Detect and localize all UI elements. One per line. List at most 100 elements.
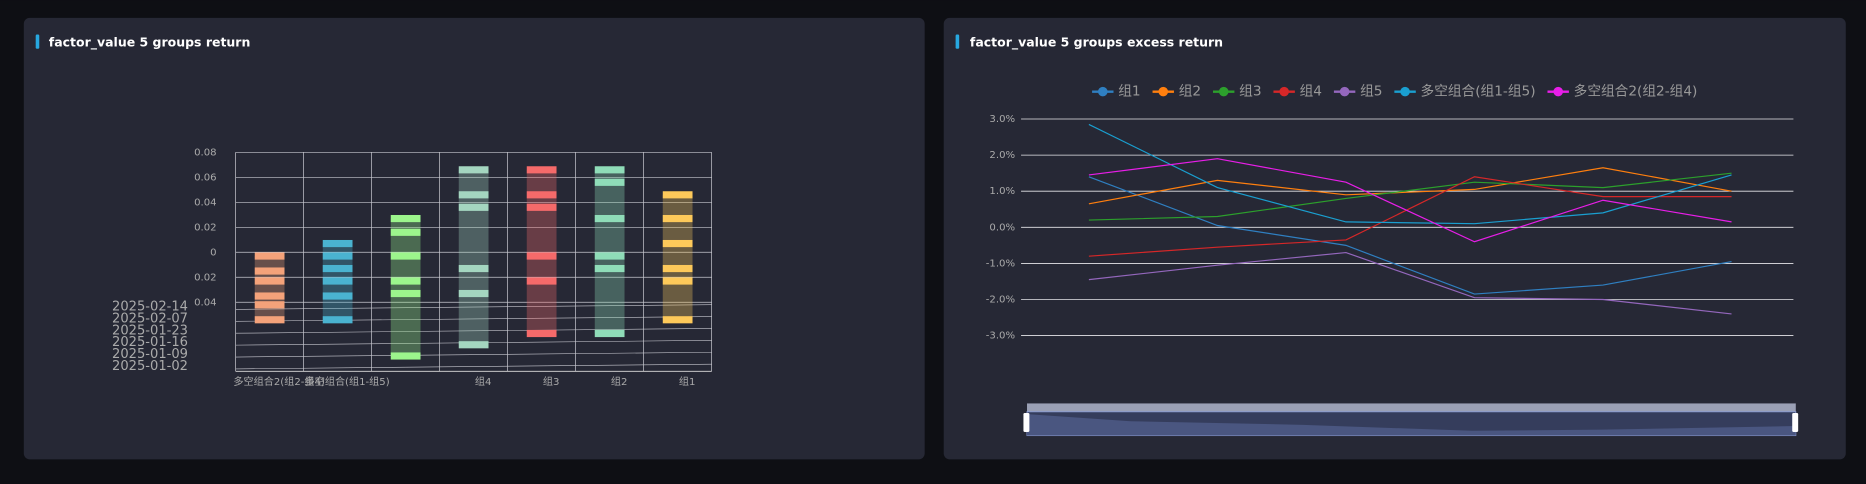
legend-item[interactable]: 组4 [1273,84,1322,100]
data-zoom[interactable] [1023,403,1799,437]
depth-tick-label: 2025-01-09 [112,347,188,362]
bar-slice [526,329,557,338]
legend-marker [1553,86,1563,97]
bar-slice [254,292,285,300]
bar-slice [458,264,489,273]
legend-marker [1158,86,1169,97]
bar-slice [458,191,489,199]
x-tick-label: 组4 [475,375,492,388]
x-tick-label: 组1 [679,375,696,388]
bar-slice [322,239,353,248]
depth-tick-label: 2025-02-07 [112,311,188,326]
legend-item[interactable]: 组5 [1333,84,1383,100]
depth-grid-line [235,316,712,322]
bar-slice [594,264,625,273]
x-tick-label: 多空组合2(组2-组4) [233,375,325,388]
legend-label: 多空组合(组1-组5) [1421,83,1536,100]
bar-slice [662,316,693,324]
series-line [1088,172,1732,221]
bar-slice [390,252,421,260]
bar-slice [254,301,285,309]
legend-label: 组4 [1300,84,1322,100]
title-accent [955,34,960,49]
series-line [1088,123,1732,225]
y-tick-label: -2.0% [986,294,1016,305]
bar-slice [526,252,557,260]
legend-label: 组2 [1179,84,1201,100]
y-tick-label: 2.0% [989,150,1015,161]
bar-slice [322,252,353,260]
bar-slice [322,292,353,300]
series-line [1088,176,1732,257]
bar-slice [526,277,557,285]
depth-tick-label: 2025-02-14 [112,300,188,315]
bar-slice [322,264,353,273]
bar-slice [390,289,421,298]
zoom-handle[interactable] [1023,412,1030,432]
panel-title: factor_value 5 groups excess return [970,34,1223,50]
bar-slice [526,166,557,174]
y-tick-label: 0.02 [194,272,217,283]
depth-tick-label: 2025-01-02 [112,359,188,374]
bar-slice [526,191,557,199]
bar-slice [594,178,625,186]
bar-slice [662,191,693,199]
depth-grid-line [235,304,712,310]
y-tick-label: 3.0% [989,114,1015,125]
legend-item[interactable]: 多空组合(组1-组5) [1394,83,1536,100]
bar-slice [390,214,421,223]
bar-slice [594,329,625,338]
legend-label: 组5 [1360,84,1382,100]
y-tick-label: -1.0% [986,258,1016,269]
depth-grid-line [235,363,712,370]
panel-right [943,17,1846,460]
bar-body [458,169,489,345]
depth-grid-line [235,351,712,358]
y-tick-label: 0.02 [194,222,217,233]
x-tick-label: 组2 [611,375,628,388]
bar-slice [390,277,421,285]
bar-slice [322,316,353,324]
bar-body [662,194,693,320]
y-tick-label: 0.08 [194,147,217,158]
zoom-bar[interactable] [1027,403,1796,412]
legend-marker [1400,86,1410,97]
legend-label: 组3 [1239,84,1261,100]
bar-slice [662,214,693,223]
y-tick-label: 1.0% [989,186,1015,197]
y-tick-label: 0.04 [194,197,217,208]
y-tick-label: 0.06 [194,172,217,183]
y-tick-label: -3.0% [986,331,1016,342]
depth-grid-line [235,328,712,334]
bar-slice [390,228,421,236]
bar-slice [254,277,285,285]
panel-left [23,17,925,460]
title-accent [35,34,40,49]
bar-slice [254,316,285,324]
legend-item[interactable]: 组2 [1152,84,1202,100]
legend-label: 组1 [1118,84,1140,100]
legend-item[interactable]: 组3 [1212,84,1262,100]
legend-item[interactable]: 多空组合2(组2-组4) [1547,83,1697,100]
panel-title: factor_value 5 groups return [49,34,251,50]
series-line [1088,158,1732,243]
legend-marker [1098,86,1108,97]
bar-slice [458,341,489,349]
y-tick-label: 0 [210,247,216,258]
x-tick-label: 组3 [543,375,560,388]
legend-marker [1339,86,1350,97]
zoom-handle[interactable] [1792,412,1799,432]
zoom-preview [1027,414,1796,436]
bar-slice [662,277,693,285]
bar-body [390,218,421,357]
bar-slice [322,277,353,285]
bar-slice [594,252,625,260]
bar-slice [390,352,421,360]
y-tick-label: 0.0% [989,222,1015,233]
series-line [1088,251,1732,315]
legend-item[interactable]: 组1 [1092,84,1141,100]
depth-tick-label: 2025-01-16 [112,335,188,350]
bar-slice [458,203,489,211]
bar-body [254,256,285,320]
